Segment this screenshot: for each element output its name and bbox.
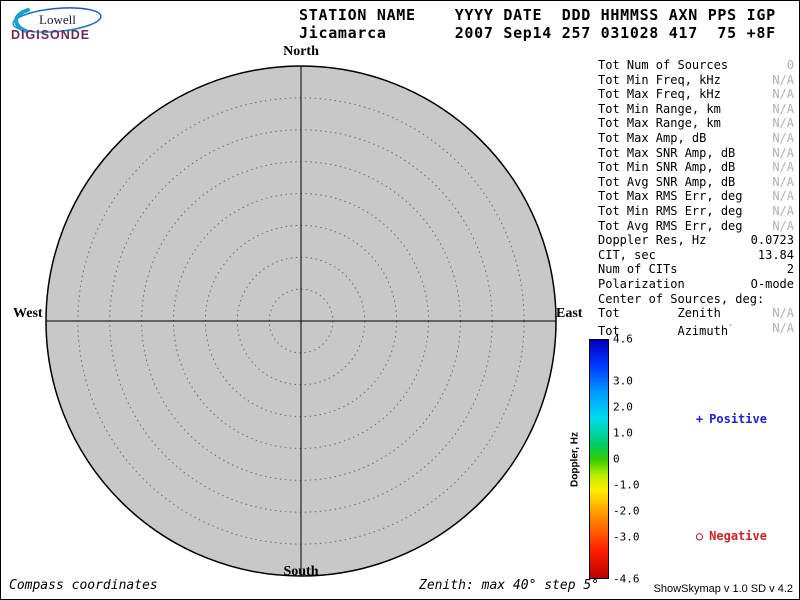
version-caption: ShowSkymap v 1.0 SD v 4.2 xyxy=(653,583,793,595)
stat-row: Tot Min SNR Amp, dB N/A xyxy=(598,160,794,175)
stat-value: 0 xyxy=(786,58,794,72)
colorbar-tick-label: -1.0 xyxy=(613,478,640,492)
degree-symbol: ° xyxy=(728,322,733,332)
legend-negative-label: Negative xyxy=(709,529,767,543)
colorbar-tick-label: 1.0 xyxy=(613,426,633,440)
colorbar-tick-label: -3.0 xyxy=(613,530,640,544)
stat-label: Tot Max Amp, dB xyxy=(598,130,707,145)
plus-marker-icon: + xyxy=(695,412,704,426)
stat-label: CIT, sec xyxy=(598,247,656,262)
stat-value: N/A xyxy=(772,189,794,204)
skymap-polar-plot xyxy=(45,65,557,577)
stat-value: O-mode xyxy=(750,276,794,291)
stat-label: Tot Zenith xyxy=(598,306,721,321)
stat-value: N/A xyxy=(772,203,794,218)
stat-row: Tot Max RMS Err, deg N/A xyxy=(598,189,794,204)
stat-value: N/A xyxy=(772,160,794,175)
stat-row: Tot Num of Sources 0 xyxy=(598,58,794,73)
header-field-values: Jicamarca 2007 Sep14 257 031028 417 75 +… xyxy=(299,24,776,42)
zenith-range-caption: Zenith: max 40° step 5° xyxy=(419,578,600,593)
stat-label: Tot Max SNR Amp, dB xyxy=(598,145,736,160)
colorbar-tick-label: -2.0 xyxy=(613,504,640,518)
coordinates-caption: Compass coordinates xyxy=(9,578,158,593)
stats-panel: Tot Num of Sources 0 Tot Min Freq, kHz N/A T… xyxy=(598,58,794,338)
stat-value: N/A xyxy=(772,320,794,335)
stat-label: Tot Num of Sources xyxy=(598,58,729,72)
colorbar-tick-label: -4.6 xyxy=(613,572,640,586)
compass-label-north: North xyxy=(283,44,319,59)
stat-label: Tot Min SNR Amp, dB xyxy=(598,160,736,175)
stat-row: Tot Avg SNR Amp, dB N/A xyxy=(598,175,794,190)
doppler-colorbar xyxy=(589,339,609,579)
stat-label: Polarization xyxy=(598,276,685,291)
stat-row: Tot Max Range, km N/A xyxy=(598,116,794,131)
legend-positive-label: Positive xyxy=(709,412,767,426)
colorbar-title: Doppler, Hz xyxy=(569,431,581,487)
stat-value: N/A xyxy=(772,72,794,87)
stat-value: 2 xyxy=(786,262,794,277)
logo-brand-text: Lowell xyxy=(39,12,76,27)
stat-label: Tot Min RMS Err, deg xyxy=(598,203,743,218)
stat-label: Tot Max Range, km xyxy=(598,116,721,131)
stat-value: N/A xyxy=(772,101,794,116)
stat-value: 0.0723 xyxy=(750,233,794,248)
stat-row: Tot Min RMS Err, deg N/A xyxy=(598,204,794,219)
legend-negative: ○ Negative xyxy=(667,515,767,557)
colorbar-tick-label: 0 xyxy=(613,452,620,466)
stat-row: Tot Min Freq, kHz N/A xyxy=(598,73,794,88)
stat-value: N/A xyxy=(772,116,794,131)
circle-marker-icon: ○ xyxy=(695,529,704,543)
stat-row: Tot Max Freq, kHz N/A xyxy=(598,87,794,102)
stat-label: Tot Azimuth° xyxy=(598,322,733,338)
stat-row: Tot Avg RMS Err, deg N/A xyxy=(598,219,794,234)
stat-row: Doppler Res, Hz 0.0723 xyxy=(598,233,794,248)
stat-label: Tot Min Range, km xyxy=(598,101,721,116)
stat-row: Tot Zenith N/A xyxy=(598,306,794,321)
stat-row: Num of CITs 2 xyxy=(598,262,794,277)
colorbar-tick-label: 3.0 xyxy=(613,374,633,388)
header-field-labels: STATION NAME YYYY DATE DDD HHMMSS AXN PP… xyxy=(299,6,776,24)
stat-label: Doppler Res, Hz xyxy=(598,233,707,248)
stat-value: N/A xyxy=(772,218,794,233)
stat-label: Tot Max Freq, kHz xyxy=(598,87,721,102)
stat-label: Tot Avg RMS Err, deg xyxy=(598,218,743,233)
stat-row: Tot Azimuth° N/A xyxy=(598,321,794,339)
compass-label-west: West xyxy=(13,306,43,321)
stat-label: Center of Sources, deg: xyxy=(598,291,765,306)
stat-label: Tot Min Freq, kHz xyxy=(598,72,721,87)
logo-swoosh-icon xyxy=(12,7,102,33)
legend-positive: + Positive xyxy=(667,398,767,440)
stat-row: Tot Max SNR Amp, dB N/A xyxy=(598,146,794,161)
stat-label: Tot Max RMS Err, deg xyxy=(598,189,743,204)
header: STATION NAME YYYY DATE DDD HHMMSS AXN PP… xyxy=(299,6,776,42)
stat-value: N/A xyxy=(772,145,794,160)
colorbar-tick-labels: 4.6 3.0 2.0 1.0 0 -1.0 -2.0 -3.0 -4.6 xyxy=(613,333,647,586)
stat-row: Polarization O-mode xyxy=(598,277,794,292)
stat-row: CIT, sec 13.84 xyxy=(598,248,794,263)
colorbar-tick-label: 4.6 xyxy=(613,332,633,346)
logo-product-text: DIGISONDE xyxy=(11,28,91,42)
stat-value: 13.84 xyxy=(757,247,794,262)
compass-label-east: East xyxy=(556,306,583,321)
stat-value: N/A xyxy=(772,130,794,145)
stat-row: Center of Sources, deg: xyxy=(598,292,794,307)
compass-label-south: South xyxy=(283,564,319,579)
stat-label: Tot Avg SNR Amp, dB xyxy=(598,174,736,189)
stat-value: N/A xyxy=(772,306,794,321)
stat-row: Tot Min Range, km N/A xyxy=(598,102,794,117)
lowell-digisonde-logo: Lowell DIGISONDE xyxy=(9,5,109,45)
stat-row: Tot Max Amp, dB N/A xyxy=(598,131,794,146)
stat-value: N/A xyxy=(772,174,794,189)
stat-value: N/A xyxy=(772,87,794,102)
colorbar-tick-label: 2.0 xyxy=(613,400,633,414)
stat-label: Num of CITs xyxy=(598,262,678,277)
